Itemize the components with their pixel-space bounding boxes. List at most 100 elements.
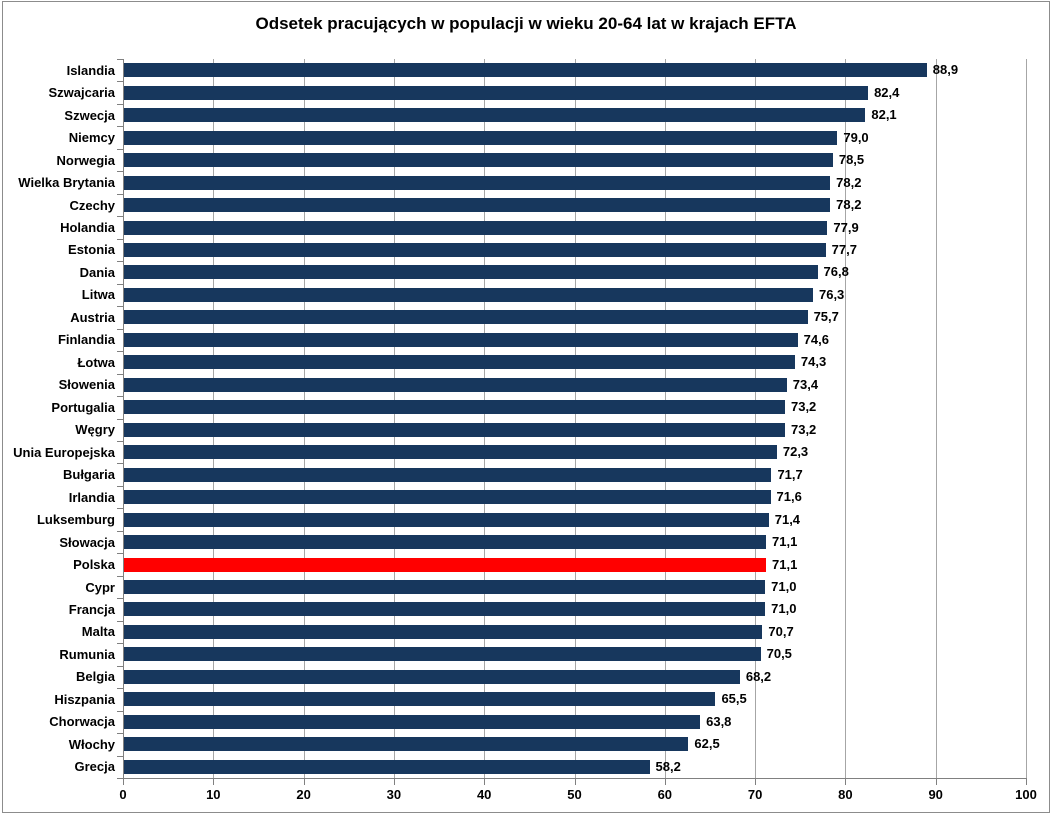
category-label: Irlandia: [68, 489, 115, 505]
value-label: 79,0: [843, 129, 869, 145]
value-label: 70,5: [766, 646, 792, 662]
value-axis-tick: [935, 779, 937, 785]
value-axis-tick: [484, 779, 486, 785]
value-axis-tick: [845, 779, 847, 785]
bar: [124, 535, 767, 550]
bar: [124, 63, 927, 78]
bar-row: 78,2: [124, 171, 1027, 193]
bar: [124, 287, 813, 302]
category-axis-tick: [117, 396, 123, 398]
bar-row: 63,8: [124, 711, 1027, 733]
category-label: Włochy: [68, 736, 115, 752]
gridline: [574, 59, 576, 778]
bar: [124, 153, 833, 168]
category-axis-tick: [117, 328, 123, 330]
category-label: Unia Europejska: [13, 444, 115, 460]
bar-row: 70,5: [124, 643, 1027, 665]
category-label: Holandia: [60, 220, 115, 236]
value-label: 78,2: [836, 197, 862, 213]
category-label: Belgia: [75, 669, 115, 685]
value-label: 71,7: [777, 466, 803, 482]
value-label: 71,0: [771, 601, 797, 617]
category-axis-tick: [117, 620, 123, 622]
value-axis-label: 0: [119, 787, 127, 802]
bar-row: 76,3: [124, 284, 1027, 306]
bar-row: 74,3: [124, 351, 1027, 373]
bar: [124, 512, 769, 527]
bar-row: 82,1: [124, 104, 1027, 126]
value-label: 74,6: [803, 331, 829, 347]
bar: [124, 714, 701, 729]
gridline: [213, 59, 215, 778]
value-axis-tick: [755, 779, 757, 785]
category-axis-tick: [117, 193, 123, 195]
category-axis-tick: [117, 103, 123, 105]
category-label: Węgry: [75, 422, 115, 438]
plot-area: 88,9 82,4 82,1 79,0 78,5 78,2 78,2 77,9 77,7 76,8…: [123, 59, 1027, 779]
value-axis-label: 100: [1015, 787, 1037, 802]
category-label: Malta: [81, 624, 115, 640]
category-label: Czechy: [69, 197, 115, 213]
value-axis-tick: [123, 779, 124, 785]
value-label: 76,8: [823, 264, 849, 280]
bar-row: 73,2: [124, 419, 1027, 441]
bar-row: 71,6: [124, 486, 1027, 508]
bar-row: 71,0: [124, 576, 1027, 598]
bar-row: 71,0: [124, 598, 1027, 620]
value-label: 82,4: [874, 84, 900, 100]
category-axis-tick: [117, 710, 123, 712]
bar: [124, 624, 763, 639]
gridline: [664, 59, 666, 778]
category-axis-tick: [117, 575, 123, 577]
bar: [124, 647, 761, 662]
value-axis-label: 10: [206, 787, 221, 802]
value-axis-tick: [303, 779, 305, 785]
category-axis-tick: [117, 126, 123, 128]
category-axis-tick: [117, 755, 123, 757]
bar-row: 71,1: [124, 553, 1027, 575]
value-label: 71,1: [772, 556, 798, 572]
bar-row: 68,2: [124, 666, 1027, 688]
bar: [124, 310, 808, 325]
category-label: Grecja: [74, 759, 115, 775]
value-label: 78,2: [836, 174, 862, 190]
bar-highlight-polska: [124, 557, 767, 572]
gridline: [303, 59, 305, 778]
bar-row: 79,0: [124, 126, 1027, 148]
category-label: Polska: [73, 557, 115, 573]
category-label: Cypr: [85, 579, 115, 595]
bar: [124, 490, 771, 505]
category-axis-tick: [117, 418, 123, 420]
bar-row: 62,5: [124, 733, 1027, 755]
bar-row: 65,5: [124, 688, 1027, 710]
bar: [124, 198, 831, 213]
value-axis-tick: [393, 779, 395, 785]
value-axis-label: 70: [747, 787, 763, 802]
value-label: 71,1: [772, 534, 798, 550]
bar-row: 75,7: [124, 306, 1027, 328]
value-label: 65,5: [721, 691, 747, 707]
value-axis-tick: [664, 779, 666, 785]
bar-row: 71,7: [124, 463, 1027, 485]
bar: [124, 422, 785, 437]
value-label: 76,3: [818, 286, 845, 302]
bar: [124, 265, 818, 280]
value-axis-label: 50: [567, 787, 582, 802]
bar-row: 78,5: [124, 149, 1027, 171]
bar: [124, 332, 798, 347]
value-label: 77,7: [831, 241, 857, 257]
category-label: Norwegia: [56, 152, 115, 168]
value-label: 73,2: [790, 421, 817, 437]
value-axis-label: 20: [296, 787, 311, 802]
category-axis-tick: [117, 553, 123, 555]
bar: [124, 242, 826, 257]
bar-row: 73,2: [124, 396, 1027, 418]
value-axis-label: 80: [838, 787, 853, 802]
value-axis-label: 40: [476, 787, 492, 802]
bar-row: 58,2: [124, 756, 1027, 778]
value-axis-tick: [574, 779, 576, 785]
category-label: Luksemburg: [36, 512, 115, 528]
category-label: Słowenia: [58, 377, 115, 393]
category-axis-tick: [117, 216, 123, 218]
category-axis-tick: [117, 485, 123, 487]
